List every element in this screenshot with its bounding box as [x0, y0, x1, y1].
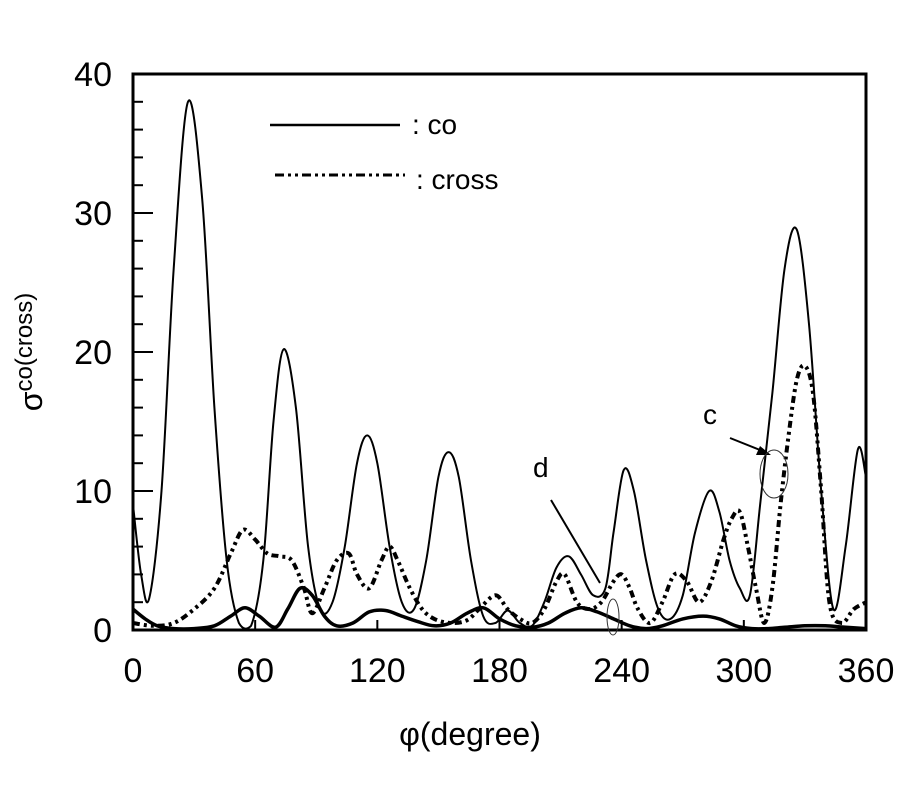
annotation-d: d — [533, 452, 620, 636]
x-tick-label: 0 — [124, 652, 143, 690]
y-axis-title-super: co(cross) — [11, 293, 38, 392]
series-co-bold-low- — [131, 585, 867, 631]
y-tick-label: 30 — [74, 195, 112, 233]
x-tick-label: 60 — [236, 652, 274, 690]
legend-co-label: : co — [412, 109, 457, 140]
annotation-d-ellipse — [606, 598, 620, 636]
y-tick-label: 40 — [74, 56, 112, 94]
legend: : co : cross — [270, 109, 498, 195]
y-tick-label: 20 — [74, 334, 112, 372]
legend-cross-label: : cross — [416, 164, 498, 195]
annotation-c-label: c — [703, 399, 717, 430]
x-tick-label: 300 — [715, 652, 772, 690]
series-cross — [132, 363, 868, 628]
annotation-d-arrow — [550, 499, 601, 584]
y-axis-ticks: 0 10 20 30 40 — [74, 56, 153, 650]
x-tick-label: 360 — [838, 652, 895, 690]
series-co — [132, 99, 867, 630]
annotation-c-arrowhead — [756, 446, 771, 455]
y-axis-title: σco(cross) — [11, 293, 49, 411]
svg-text:σco(cross): σco(cross) — [11, 293, 49, 411]
x-tick-label: 120 — [349, 652, 406, 690]
x-axis-title: φ(degree) — [399, 716, 541, 752]
series-layer — [131, 99, 868, 631]
y-tick-label: 10 — [74, 473, 112, 511]
y-axis-title-main: σ — [13, 391, 49, 411]
annotation-c-ellipse — [759, 449, 789, 499]
x-tick-label: 240 — [593, 652, 650, 690]
y-tick-label: 0 — [93, 612, 112, 650]
annotation-c: c — [703, 399, 789, 499]
x-tick-label: 180 — [471, 652, 528, 690]
annotation-d-label: d — [533, 452, 549, 483]
